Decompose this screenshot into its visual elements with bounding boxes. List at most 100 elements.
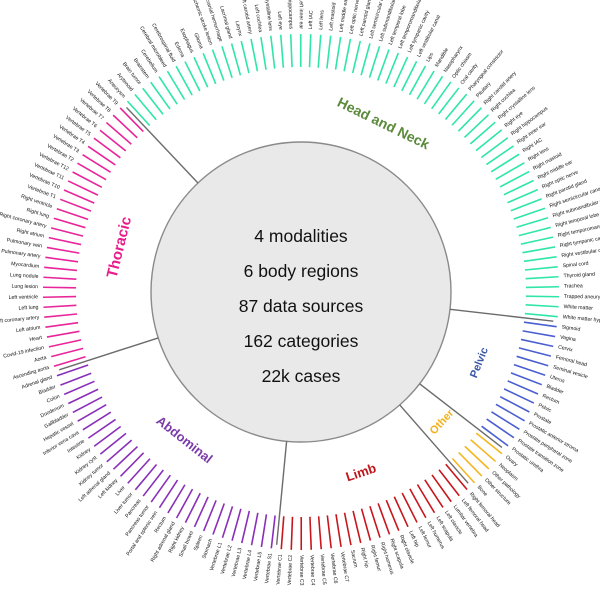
category-tick-abdominal [99,432,127,455]
category-tick-head-and-neck [184,61,201,92]
region-label-limb: Limb [344,460,378,484]
category-tick-head-and-neck [423,75,444,105]
category-tick-head-and-neck [475,129,503,152]
category-tick-head-and-neck [126,100,151,127]
category-tick-abdominal [127,458,151,484]
category-tick-thoracic [119,107,144,133]
category-tick-abdominal [231,508,242,541]
category-label: Pelvic [537,403,552,415]
category-tick-head-and-neck [520,236,554,245]
category-tick-abdominal [175,488,194,519]
category-label: Vertebrae S1 [264,553,273,584]
region-label-thoracic: Thoracic [104,215,135,280]
category-tick-abdominal [202,500,217,532]
category-tick-abdominal [260,514,268,548]
category-tick-thoracic [43,295,77,299]
category-label: Left middle ear [338,0,349,33]
category-label: Trapped aneurysm [564,294,600,301]
category-tick-head-and-neck [334,36,342,70]
category-tick-thoracic [59,198,92,212]
category-tick-head-and-neck [270,35,276,69]
category-tick-head-and-neck [523,256,557,263]
category-tick-pelvic [523,321,557,328]
category-tick-head-and-neck [513,207,546,220]
category-ticks [43,33,559,551]
category-tick-abdominal [112,445,139,470]
category-tick-pelvic [516,355,549,367]
category-label: Vertebrae L4 [242,549,254,579]
category-tick-thoracic [105,121,132,145]
category-tick-thoracic [48,339,82,348]
category-tick-head-and-neck [510,198,542,212]
category-tick-head-and-neck [485,145,515,166]
category-tick-abdominal [56,364,89,377]
category-tick-head-and-neck [525,295,559,298]
category-label: Lung lesion [11,284,38,290]
category-label: Left ventricle [9,294,39,301]
category-tick-pelvic [513,363,546,377]
category-label: Vertebrae C1 [276,554,284,585]
category-tick-thoracic [44,266,78,272]
category-label: Aorta [34,355,48,364]
stat-body-regions: 6 body regions [244,261,359,281]
category-tick-head-and-neck [503,179,534,196]
category-label: Left crystalline lens [262,0,273,32]
category-label: Left cochlea [253,4,263,33]
category-tick-head-and-neck [260,37,267,70]
category-label: Right vestibular canal [561,246,600,259]
category-tick-head-and-neck [134,94,157,121]
category-label: Glioma [192,32,204,50]
category-label: Liver [115,485,127,498]
category-tick-limb [445,463,468,490]
category-tick-head-and-neck [221,46,233,79]
category-label: Left inner ear [298,0,304,29]
category-tick-abdominal [93,425,122,447]
category-label: Vagina [560,334,577,343]
category-tick-limb [385,499,400,532]
category-tick-thoracic [43,276,77,280]
category-label: Sigmoid [561,324,580,332]
stat-categories: 162 categories [244,331,359,351]
category-tick-abdominal [167,484,186,514]
category-tick-pelvic [520,338,554,348]
category-tick-limb [401,492,418,523]
category-tick-thoracic [45,321,79,328]
category-label: Pulmonary vein [6,237,42,249]
category-tick-limb [280,516,285,550]
stat-data-sources: 87 data sources [239,296,364,316]
region-divider [275,441,288,545]
category-label: Pulmonary artery [1,248,41,259]
category-label: Larynx [234,20,244,37]
category-tick-abdominal [250,512,259,546]
category-tick-head-and-neck [240,40,250,74]
category-tick-pelvic [486,418,515,439]
category-tick-thoracic [50,227,84,237]
category-tick-head-and-neck [522,246,556,254]
category-tick-pelvic [495,403,525,422]
category-tick-head-and-neck [230,43,242,76]
category-tick-head-and-neck [480,137,509,159]
category-label: Vertebrae C5 [319,554,327,585]
category-tick-limb [352,510,362,544]
category-label: Left lens [318,10,326,30]
category-label: Left IAC [308,10,315,29]
category-tick-thoracic [48,236,82,246]
category-label: Bladder [545,384,564,396]
category-tick-head-and-neck [351,40,362,74]
category-tick-limb [424,479,444,508]
category-label: Sacrum [349,549,358,568]
category-tick-abdominal [60,372,92,386]
category-tick-thoracic [77,162,107,181]
category-tick-other [464,445,490,470]
category-label: Right femur [369,544,382,572]
center-disk [150,141,452,443]
category-tick-abdominal [150,474,171,503]
category-tick-head-and-neck [463,114,490,139]
category-tick-thoracic [112,114,138,139]
category-label: Left mastoid [328,2,337,31]
category-tick-head-and-neck [308,34,312,68]
category-tick-thoracic [93,137,121,159]
category-tick-head-and-neck [524,312,558,318]
category-tick-abdominal [240,510,251,544]
category-tick-head-and-neck [289,34,293,68]
